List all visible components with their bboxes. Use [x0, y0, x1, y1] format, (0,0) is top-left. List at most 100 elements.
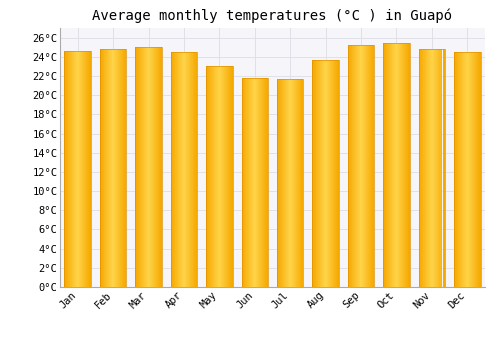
Bar — [118, 49, 119, 287]
Bar — [390, 43, 391, 287]
Bar — [78, 51, 79, 287]
Bar — [186, 52, 188, 287]
Bar — [158, 47, 159, 287]
Bar — [333, 60, 334, 287]
Bar — [87, 51, 88, 287]
Bar — [389, 43, 390, 287]
Bar — [312, 60, 339, 287]
Bar — [79, 51, 80, 287]
Bar — [114, 49, 115, 287]
Bar — [279, 79, 280, 287]
Bar — [170, 52, 172, 287]
Bar — [243, 78, 244, 287]
Bar — [418, 49, 445, 287]
Bar — [394, 43, 395, 287]
Bar — [395, 43, 396, 287]
Bar — [194, 52, 195, 287]
Bar — [178, 52, 180, 287]
Bar — [86, 51, 87, 287]
Bar — [76, 51, 77, 287]
Bar — [172, 52, 174, 287]
Bar — [356, 45, 357, 287]
Bar — [384, 43, 385, 287]
Bar — [330, 60, 331, 287]
Bar — [150, 47, 151, 287]
Bar — [350, 45, 351, 287]
Bar — [102, 49, 103, 287]
Bar — [289, 79, 290, 287]
Bar — [282, 79, 283, 287]
Bar — [280, 79, 281, 287]
Bar — [89, 51, 90, 287]
Bar — [148, 47, 149, 287]
Bar — [366, 45, 367, 287]
Bar — [348, 45, 349, 287]
Bar — [90, 51, 91, 287]
Bar — [332, 60, 333, 287]
Bar — [188, 52, 190, 287]
Bar — [124, 49, 125, 287]
Bar — [286, 79, 287, 287]
Bar — [228, 66, 230, 287]
Bar — [359, 45, 360, 287]
Bar — [325, 60, 326, 287]
Bar — [65, 51, 66, 287]
Bar — [386, 43, 387, 287]
Bar — [110, 49, 111, 287]
Title: Average monthly temperatures (°C ) in Guapó: Average monthly temperatures (°C ) in Gu… — [92, 8, 452, 23]
Bar — [174, 52, 176, 287]
Bar — [474, 52, 476, 287]
Bar — [336, 60, 337, 287]
Bar — [224, 66, 226, 287]
Bar — [318, 60, 319, 287]
Bar — [398, 43, 399, 287]
Bar — [143, 47, 144, 287]
Bar — [292, 79, 293, 287]
Bar — [71, 51, 72, 287]
Bar — [69, 51, 70, 287]
Bar — [383, 43, 384, 287]
Bar — [323, 60, 324, 287]
Bar — [431, 49, 432, 287]
Bar — [73, 51, 74, 287]
Bar — [75, 51, 76, 287]
Bar — [259, 78, 260, 287]
Bar — [454, 52, 456, 287]
Bar — [476, 52, 478, 287]
Bar — [111, 49, 112, 287]
Bar — [293, 79, 294, 287]
Bar — [303, 79, 304, 287]
Bar — [407, 43, 408, 287]
Bar — [423, 49, 424, 287]
Bar — [370, 45, 371, 287]
Bar — [176, 52, 178, 287]
Bar — [262, 78, 263, 287]
Bar — [209, 66, 210, 287]
Bar — [406, 43, 407, 287]
Bar — [157, 47, 158, 287]
Bar — [334, 60, 335, 287]
Bar — [337, 60, 338, 287]
Bar — [298, 79, 299, 287]
Bar — [230, 66, 232, 287]
Bar — [434, 49, 435, 287]
Bar — [387, 43, 388, 287]
Bar — [83, 51, 84, 287]
Bar — [66, 51, 67, 287]
Bar — [141, 47, 142, 287]
Bar — [212, 66, 214, 287]
Bar — [220, 66, 222, 287]
Bar — [258, 78, 259, 287]
Bar — [367, 45, 368, 287]
Bar — [247, 78, 248, 287]
Bar — [107, 49, 108, 287]
Bar — [302, 79, 303, 287]
Bar — [442, 49, 443, 287]
Bar — [297, 79, 298, 287]
Bar — [154, 47, 155, 287]
Bar — [335, 60, 336, 287]
Bar — [246, 78, 247, 287]
Bar — [256, 78, 257, 287]
Bar — [109, 49, 110, 287]
Bar — [140, 47, 141, 287]
